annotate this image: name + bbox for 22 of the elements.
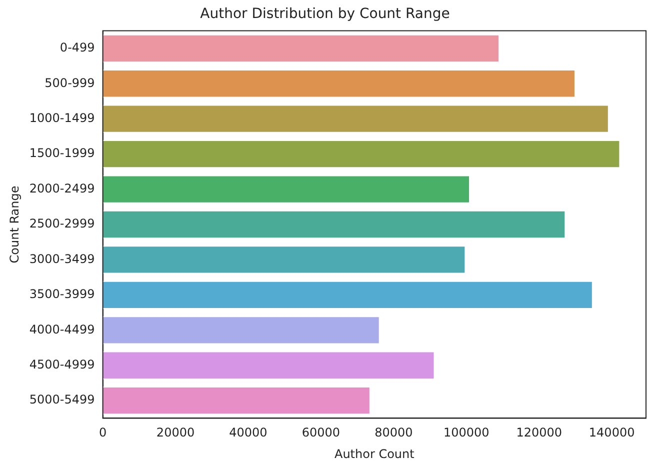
y-tick-label: 5000-5499 (29, 392, 95, 407)
x-tick-label: 140000 (588, 426, 635, 440)
y-tick-label: 3000-3499 (29, 252, 95, 266)
y-tick-label: 500-999 (44, 76, 95, 90)
x-tick-label: 100000 (443, 426, 490, 440)
x-tick-label: 120000 (516, 426, 562, 440)
x-axis-title: Author Count (334, 446, 415, 461)
x-tick-label: 80000 (374, 426, 413, 440)
y-tick-label: 2000-2499 (29, 181, 95, 196)
x-tick-label: 20000 (156, 426, 195, 440)
x-tick-label: 40000 (229, 426, 268, 440)
y-tick-label: 4000-4499 (29, 322, 95, 336)
y-tick-label: 0-499 (60, 40, 95, 55)
y-tick-label: 1000-1499 (29, 110, 95, 125)
y-axis-title: Count Range (7, 186, 22, 264)
y-tick-label: 4500-4999 (29, 358, 95, 372)
chart-title: Author Distribution by Count Range (200, 6, 450, 22)
y-tick-label: 2500-2999 (29, 216, 95, 231)
x-tick-label: 0 (98, 426, 107, 440)
x-tick-label: 60000 (302, 426, 340, 440)
y-tick-label: 1500-1999 (29, 146, 95, 160)
y-tick-label: 3500-3999 (29, 287, 95, 302)
